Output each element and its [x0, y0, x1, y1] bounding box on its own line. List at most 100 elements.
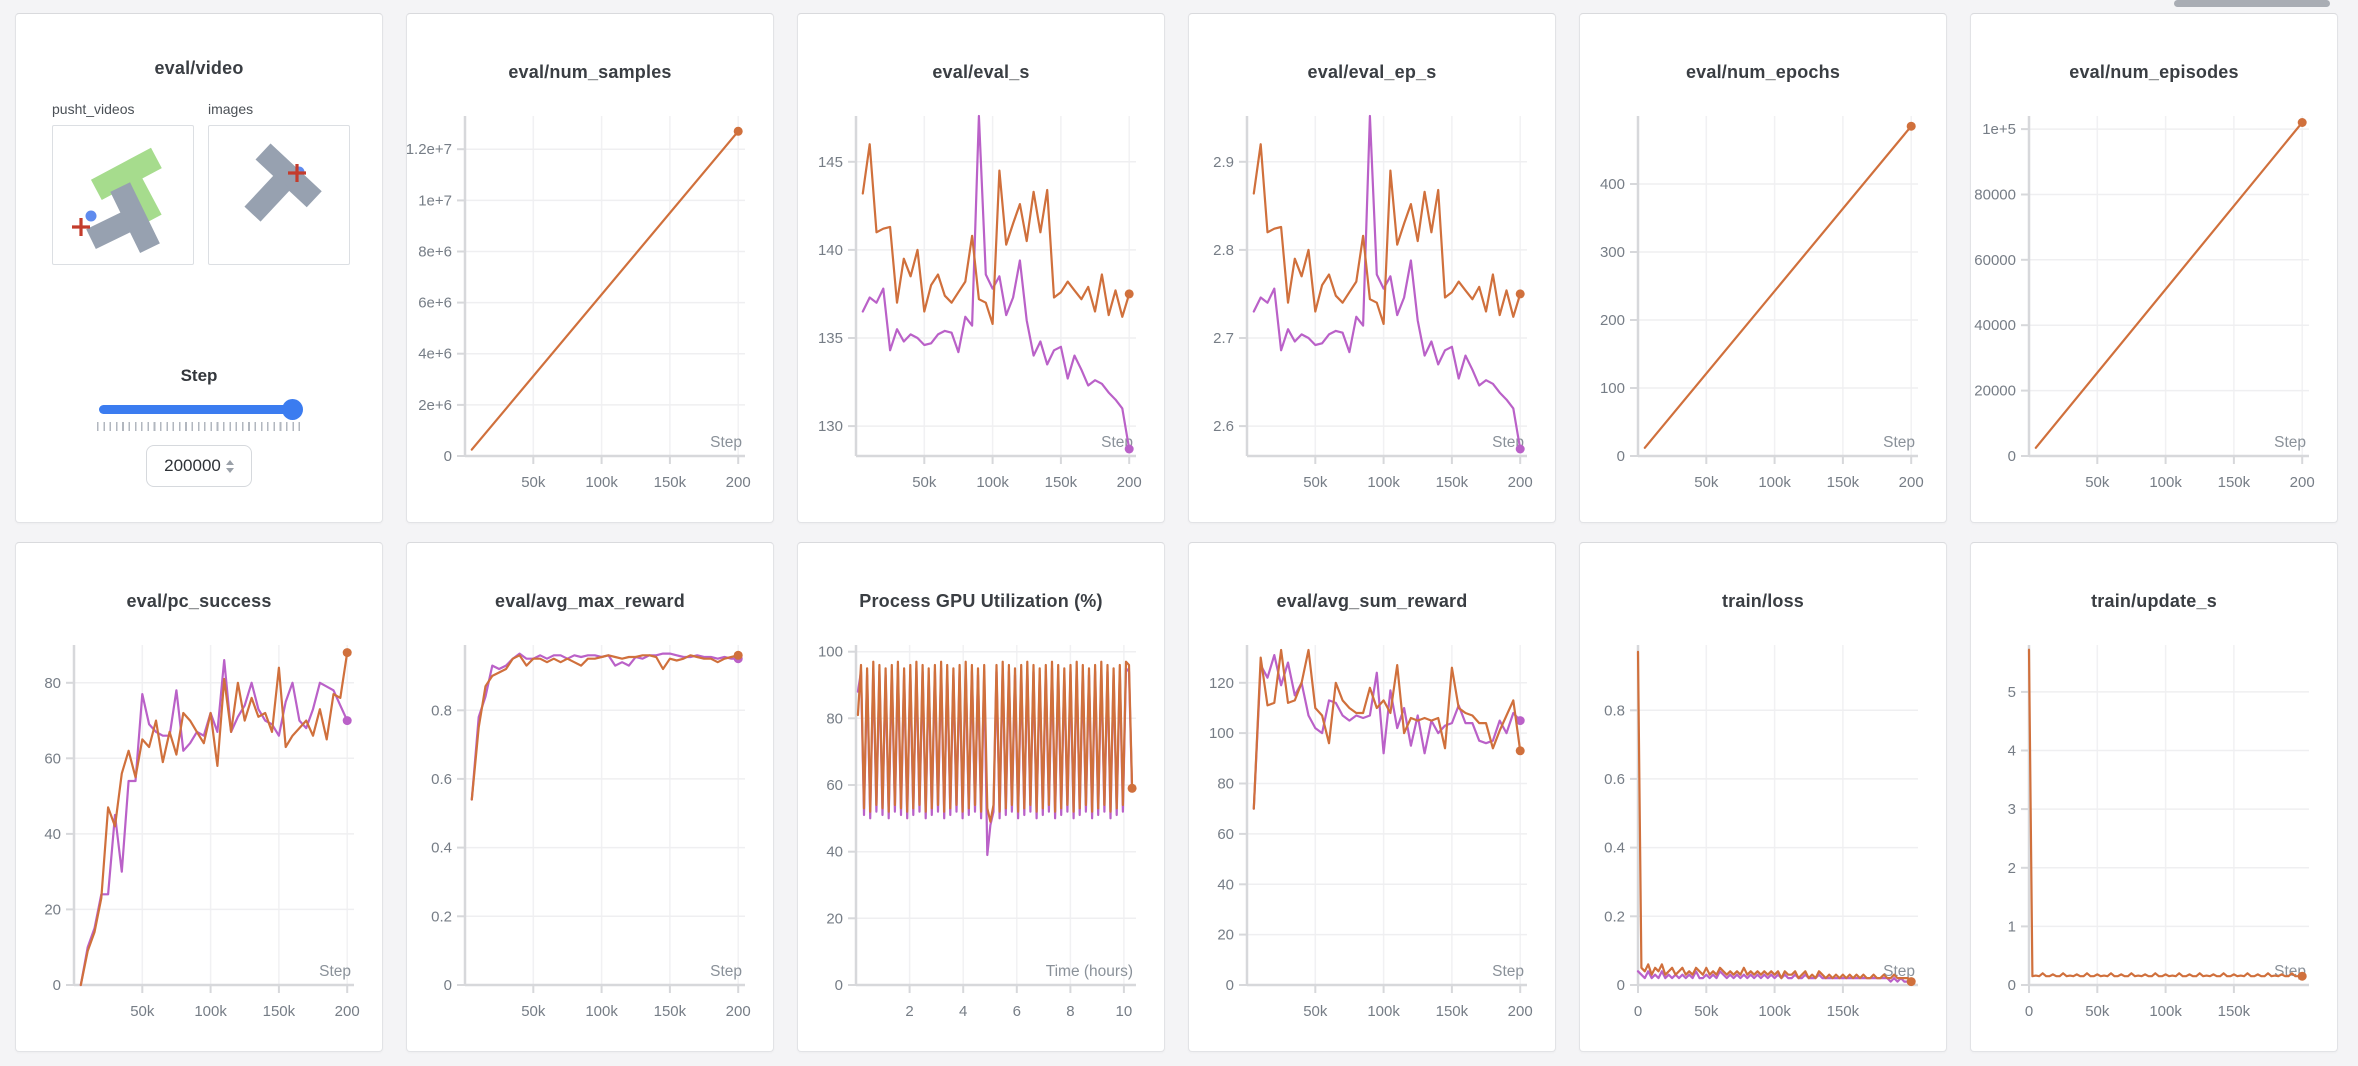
svg-text:0: 0 — [2008, 448, 2016, 465]
svg-text:20: 20 — [1217, 927, 1234, 944]
svg-text:130: 130 — [818, 418, 843, 435]
svg-text:2: 2 — [905, 1003, 913, 1020]
svg-text:1e+5: 1e+5 — [1982, 121, 2016, 138]
chart-panel-eval-num-episodes[interactable]: eval/num_episodes 0 20000 40000 60000 80000 1e… — [1970, 13, 2338, 523]
chart-panel-eval-eval-s[interactable]: eval/eval_s 130 135 140 145 50k 100k 150k 200 Ste… — [797, 13, 1165, 523]
svg-text:100k: 100k — [1758, 1003, 1791, 1020]
chart-panel-eval-eval-ep-s[interactable]: eval/eval_ep_s 2.6 2.7 2.8 2.9 50k 100k 150k 200… — [1188, 13, 1556, 523]
svg-text:150k: 150k — [2218, 474, 2251, 491]
svg-text:10: 10 — [1116, 1003, 1133, 1020]
chart-canvas-eval-num-samples[interactable]: 0 2e+6 4e+6 6e+6 8e+6 1e+7 1.2e+7 50k 100k 150k 20… — [407, 102, 775, 524]
svg-text:2.8: 2.8 — [1213, 242, 1234, 259]
svg-text:50k: 50k — [1694, 1003, 1719, 1020]
svg-text:80: 80 — [44, 675, 61, 692]
chart-panel-eval-pc-success[interactable]: eval/pc_success 0 20 40 60 80 50k 100k 150k 200 St… — [15, 542, 383, 1052]
chart-panel-eval-avg-max-reward[interactable]: eval/avg_max_reward 0 0.2 0.4 0.6 0.8 50k 100k 1… — [406, 542, 774, 1052]
svg-text:0: 0 — [835, 977, 843, 994]
svg-text:150k: 150k — [1045, 474, 1078, 491]
svg-text:Step: Step — [319, 963, 351, 980]
step-slider-thumb[interactable] — [282, 399, 303, 420]
chart-canvas-eval-avg-sum-reward[interactable]: 0 20 40 60 80 100 120 50k 100k 150k 200 Step — [1189, 631, 1557, 1053]
svg-text:3: 3 — [2008, 801, 2016, 818]
chart-canvas-eval-eval-s[interactable]: 130 135 140 145 50k 100k 150k 200 Step — [798, 102, 1166, 524]
chart-panel-process-gpu-utilization[interactable]: Process GPU Utilization (%) 0 20 40 60 80 100 2… — [797, 542, 1165, 1052]
svg-text:60: 60 — [1217, 826, 1234, 843]
step-spinner[interactable] — [225, 459, 234, 473]
svg-text:20000: 20000 — [1974, 383, 2016, 400]
step-slider-ticks — [97, 422, 301, 431]
chart-title: eval/num_samples — [508, 62, 672, 82]
chart-title: Process GPU Utilization (%) — [859, 591, 1103, 611]
pusht-video-thumbnail[interactable] — [52, 125, 194, 265]
svg-text:200: 200 — [1899, 474, 1924, 491]
chart-canvas-eval-num-epochs[interactable]: 0 100 200 300 400 50k 100k 150k 200 Step — [1580, 102, 1948, 524]
svg-text:1e+7: 1e+7 — [418, 192, 452, 209]
spinner-up-icon[interactable] — [225, 459, 234, 465]
spinner-down-icon[interactable] — [225, 467, 234, 473]
chart-panel-eval-num-epochs[interactable]: eval/num_epochs 0 100 200 300 400 50k 100k 150k 2… — [1579, 13, 1947, 523]
svg-text:4: 4 — [2008, 743, 2016, 760]
media-row: pusht_videos image — [16, 101, 382, 265]
svg-text:200: 200 — [1600, 312, 1625, 329]
media-label-pusht-videos: pusht_videos — [52, 101, 135, 117]
svg-text:100k: 100k — [585, 1003, 618, 1020]
svg-text:Step: Step — [2274, 434, 2306, 451]
chart-title: eval/num_episodes — [2069, 62, 2239, 82]
svg-text:150k: 150k — [2218, 1003, 2251, 1020]
chart-panel-eval-num-samples[interactable]: eval/num_samples 0 2e+6 4e+6 6e+6 8e+6 1e+7 1.2… — [406, 13, 774, 523]
svg-text:0.6: 0.6 — [431, 771, 452, 788]
svg-text:100k: 100k — [1367, 474, 1400, 491]
chart-canvas-eval-avg-max-reward[interactable]: 0 0.2 0.4 0.6 0.8 50k 100k 150k 200 Step — [407, 631, 775, 1053]
svg-text:4: 4 — [959, 1003, 967, 1020]
step-slider-track[interactable] — [99, 405, 299, 414]
svg-text:50k: 50k — [1303, 1003, 1328, 1020]
svg-text:145: 145 — [818, 154, 843, 171]
svg-text:80: 80 — [1217, 776, 1234, 793]
svg-text:4e+6: 4e+6 — [418, 346, 452, 363]
images-thumbnail[interactable] — [208, 125, 350, 265]
chart-canvas-eval-pc-success[interactable]: 0 20 40 60 80 50k 100k 150k 200 Step — [16, 631, 384, 1053]
chart-title: eval/eval_s — [932, 62, 1030, 82]
goal-cross — [288, 164, 306, 182]
svg-text:200: 200 — [1508, 1003, 1533, 1020]
svg-text:100k: 100k — [194, 1003, 227, 1020]
svg-text:50k: 50k — [912, 474, 937, 491]
goal-cross — [72, 218, 90, 236]
svg-text:200: 200 — [2290, 474, 2315, 491]
chart-panel-train-loss[interactable]: train/loss 0 0.2 0.4 0.6 0.8 0 50k 100k 150k Step — [1579, 542, 1947, 1052]
chart-canvas-eval-eval-ep-s[interactable]: 2.6 2.7 2.8 2.9 50k 100k 150k 200 Step — [1189, 102, 1557, 524]
step-value: 200000 — [164, 456, 221, 475]
svg-text:100k: 100k — [976, 474, 1009, 491]
step-slider[interactable] — [99, 399, 303, 420]
svg-text:0.8: 0.8 — [431, 702, 452, 719]
chart-canvas-eval-num-episodes[interactable]: 0 20000 40000 60000 80000 1e+5 50k 100k 150k 200 S… — [1971, 102, 2339, 524]
svg-text:1.2e+7: 1.2e+7 — [407, 141, 452, 158]
media-panel-eval-video[interactable]: eval/video pusht_videos — [15, 13, 383, 523]
svg-text:0: 0 — [1617, 448, 1625, 465]
svg-text:300: 300 — [1600, 244, 1625, 261]
svg-text:20: 20 — [44, 901, 61, 918]
chart-canvas-train-loss[interactable]: 0 0.2 0.4 0.6 0.8 0 50k 100k 150k Step — [1580, 631, 1948, 1053]
svg-text:100: 100 — [1600, 380, 1625, 397]
chart-panel-train-update-s[interactable]: train/update_s 0 1 2 3 4 5 0 50k 100k 150k Step — [1970, 542, 2338, 1052]
chart-title: eval/num_epochs — [1685, 62, 1841, 82]
svg-text:150k: 150k — [1436, 474, 1469, 491]
svg-text:150k: 150k — [263, 1003, 296, 1020]
horizontal-scrollbar-thumb[interactable] — [2174, 0, 2330, 7]
svg-text:135: 135 — [818, 330, 843, 347]
svg-text:400: 400 — [1600, 176, 1625, 193]
chart-canvas-process-gpu-utilization[interactable]: 0 20 40 60 80 100 2 4 6 8 10 Time (hours) — [798, 631, 1166, 1053]
svg-text:0: 0 — [444, 448, 452, 465]
chart-panel-eval-avg-sum-reward[interactable]: eval/avg_sum_reward 0 20 40 60 80 100 120 50k 100… — [1188, 542, 1556, 1052]
svg-text:100k: 100k — [1367, 1003, 1400, 1020]
svg-text:120: 120 — [1209, 675, 1234, 692]
svg-text:140: 140 — [818, 242, 843, 259]
svg-text:2: 2 — [2008, 860, 2016, 877]
svg-text:60: 60 — [44, 750, 61, 767]
svg-text:0: 0 — [1226, 977, 1234, 994]
svg-text:2.7: 2.7 — [1213, 330, 1234, 347]
step-number-input[interactable]: 200000 — [146, 445, 252, 487]
chart-title: train/update_s — [2091, 591, 2217, 611]
